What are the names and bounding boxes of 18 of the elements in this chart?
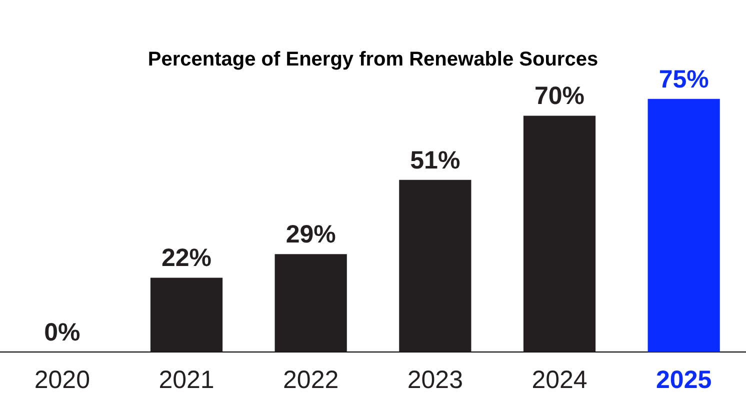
data-label: 51% (410, 146, 460, 174)
bar (523, 116, 596, 352)
chart-title: Percentage of Energy from Renewable Sources (148, 48, 598, 71)
data-label: 75% (658, 65, 709, 94)
x-tick-label: 2025 (656, 366, 712, 394)
x-tick-label: 2022 (283, 366, 339, 394)
data-label: 70% (534, 82, 585, 110)
bar (399, 180, 472, 352)
data-label: 29% (286, 220, 336, 249)
data-label: 22% (161, 244, 212, 272)
x-tick-label: 2021 (158, 366, 214, 394)
x-tick-label: 2024 (532, 366, 588, 394)
bar (274, 254, 347, 352)
data-label: 0% (44, 318, 80, 346)
x-tick-label: 2020 (34, 366, 90, 394)
x-tick-label: 2023 (407, 366, 463, 394)
bar (648, 98, 720, 352)
bar (150, 278, 223, 352)
